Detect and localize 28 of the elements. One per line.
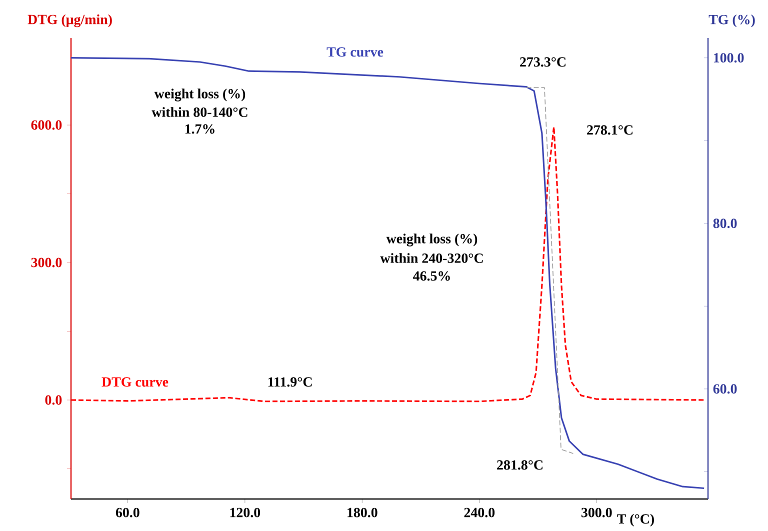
y2-axis-title: TG (%) xyxy=(708,14,755,28)
y2-tick-label: 60.0 xyxy=(713,384,737,394)
x-tick-label: 300.0 xyxy=(581,508,612,518)
y2-tick-label: 100.0 xyxy=(714,53,744,63)
annotation: 281.8°C xyxy=(497,460,542,470)
x-tick-label: 120.0 xyxy=(230,508,260,518)
series-label: DTG curve xyxy=(102,377,168,387)
x-tick-label: 240.0 xyxy=(464,508,495,518)
y2-tick-label: 80.0 xyxy=(713,218,737,228)
annotation: weight loss (%) xyxy=(154,88,246,102)
annotation: 111.9°C xyxy=(268,377,312,387)
y-axis-title: DTG (μg/min) xyxy=(28,14,112,28)
x-tick-label: 60.0 xyxy=(116,508,140,518)
annotation: within 240-320°C xyxy=(380,253,483,263)
y-tick-label: 0.0 xyxy=(45,395,62,405)
annotation: 1.7% xyxy=(185,124,214,134)
y-tick-label: 300.0 xyxy=(31,258,62,268)
line-series xyxy=(70,56,705,489)
annotation: 278.1°C xyxy=(587,125,632,135)
y-tick-label: 600.0 xyxy=(31,120,62,130)
x-axis-title: T (°C) xyxy=(617,514,654,526)
x-tick-label: 180.0 xyxy=(348,508,378,518)
annotation: within 80-140°C xyxy=(152,107,248,117)
annotation: 273.3°C xyxy=(520,57,566,67)
annotation: weight loss (%) xyxy=(386,234,478,246)
annotation: 46.5% xyxy=(413,271,450,281)
series-label: TG curve xyxy=(326,47,384,57)
line-series xyxy=(70,126,705,402)
